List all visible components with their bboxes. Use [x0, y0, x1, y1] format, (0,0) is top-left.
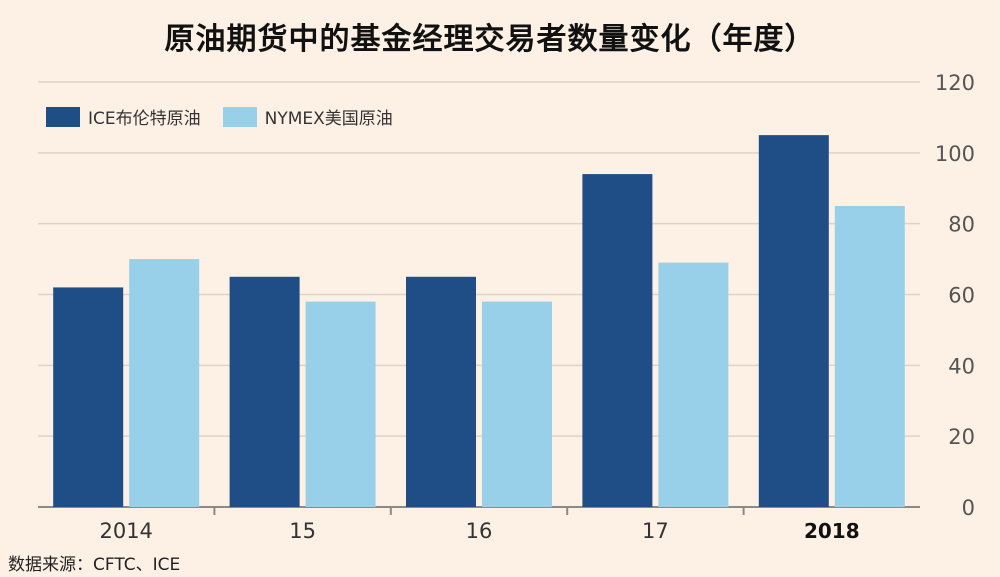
y-tick-label: 100 [935, 142, 975, 166]
x-tick-label: 2018 [804, 519, 860, 543]
legend: ICE布伦特原油 NYMEX美国原油 [46, 104, 393, 129]
bar-ice [406, 276, 476, 507]
y-tick-label: 0 [962, 496, 975, 520]
x-tick-label: 15 [289, 519, 316, 543]
x-tick-label: 16 [466, 519, 493, 543]
bar-nymex [658, 262, 729, 507]
bar-nymex [482, 301, 552, 507]
legend-swatch-ice [46, 106, 80, 127]
legend-label-ice: ICE布伦特原油 [88, 109, 201, 129]
legend-swatch-nymex [222, 106, 257, 127]
legend-item-nymex: NYMEX美国原油 [222, 104, 393, 129]
bar-ice [758, 135, 829, 507]
x-tick-label: 2014 [99, 519, 152, 543]
bar-nymex [129, 259, 200, 507]
bar-ice [582, 174, 653, 508]
legend-item-ice: ICE布伦特原油 [46, 104, 201, 129]
y-tick-label: 80 [948, 213, 975, 237]
bar-nymex [305, 301, 376, 507]
bar-nymex [834, 205, 905, 508]
chart-title: 原油期货中的基金经理交易者数量变化（年度） [164, 22, 816, 57]
y-tick-label: 60 [948, 284, 975, 308]
x-tick-label: 17 [642, 519, 669, 543]
y-tick-label: 120 [935, 71, 975, 95]
bar-ice [229, 276, 300, 507]
y-tick-label: 20 [948, 425, 975, 449]
source-note: 数据来源：CFTC、ICE [8, 555, 181, 575]
legend-label-nymex: NYMEX美国原油 [264, 109, 393, 129]
y-tick-label: 40 [948, 354, 975, 378]
bar-ice [53, 287, 124, 507]
